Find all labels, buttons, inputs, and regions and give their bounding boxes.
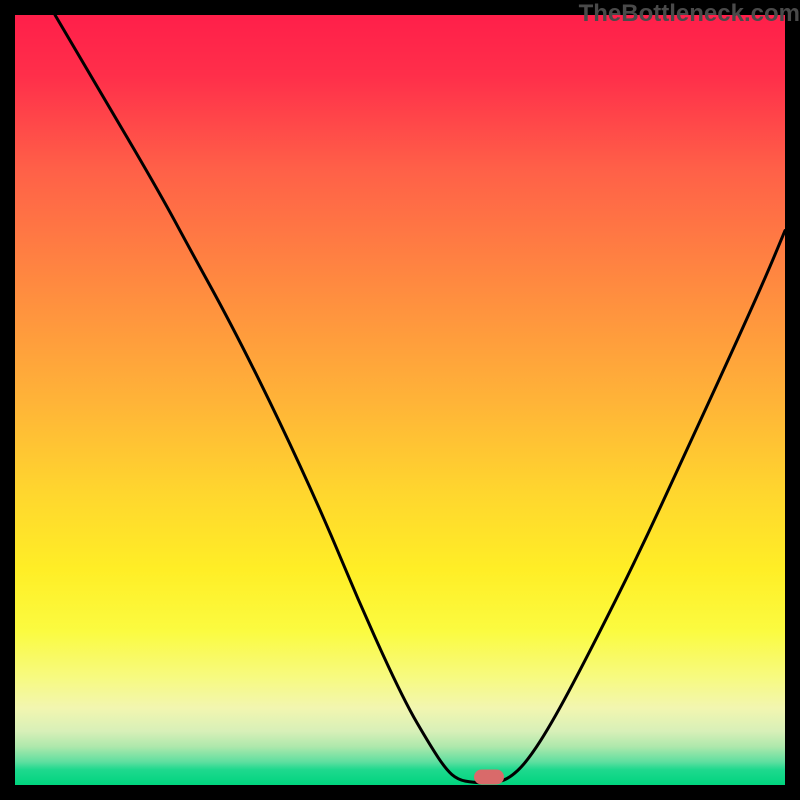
chart-frame: TheBottleneck.com [0,0,800,800]
optimal-point-marker [474,770,504,785]
plot-area [15,15,785,785]
bottleneck-curve [15,15,785,785]
